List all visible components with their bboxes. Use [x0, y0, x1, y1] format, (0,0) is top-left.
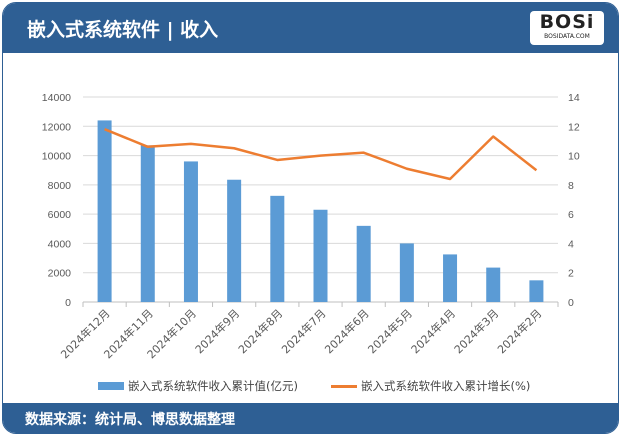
x-tick-label: 2024年2月: [494, 306, 544, 356]
page-title: 嵌入式系统软件 | 收入: [27, 19, 219, 41]
x-tick-label: 2024年7月: [278, 306, 328, 356]
y-right-tick-label: 4: [568, 238, 574, 250]
bar: [227, 179, 242, 302]
y-left-tick-label: 6000: [48, 209, 72, 221]
y-right-tick-label: 0: [568, 297, 574, 309]
growth-line: [104, 128, 538, 181]
y-right-tick-label: 6: [568, 209, 574, 221]
y-left-tick-label: 10000: [42, 151, 71, 163]
legend-item-line: 嵌入式系统软件收入累计增长(%): [331, 378, 530, 394]
y-left-tick-label: 2000: [48, 268, 72, 280]
x-tick-label: 2024年8月: [235, 306, 285, 356]
legend-swatch-line: [331, 384, 357, 388]
x-tick-label: 2024年4月: [408, 306, 458, 356]
y-left-tick-label: 8000: [48, 180, 72, 192]
y-right-tick-label: 2: [568, 268, 574, 280]
x-tick-label: 2024年6月: [322, 306, 372, 356]
y-left-tick-label: 0: [65, 297, 71, 309]
bar: [529, 280, 544, 302]
x-tick-label: 2024年3月: [451, 306, 501, 356]
y-right-tick-label: 8: [568, 180, 574, 192]
bar: [399, 243, 414, 302]
y-left-tick-label: 4000: [48, 238, 72, 250]
bar: [97, 120, 112, 302]
bosi-logo: BOSi BOSIDATA.COM: [530, 11, 604, 45]
data-source: 数据来源：统计局、博思数据整理: [25, 412, 235, 428]
y-left-tick-label: 14000: [42, 92, 71, 104]
bar: [183, 161, 198, 302]
legend-swatch-bar: [98, 382, 124, 390]
x-tick-label: 2024年5月: [365, 306, 415, 356]
footer-bar: 数据来源：统计局、博思数据整理: [3, 403, 618, 433]
x-tick-label: 2024年9月: [192, 306, 242, 356]
y-right-tick-label: 14: [568, 92, 580, 104]
header-bar: 嵌入式系统软件 | 收入 BOSi BOSIDATA.COM: [3, 3, 618, 53]
y-right-tick-label: 10: [568, 151, 580, 163]
legend-item-bar: 嵌入式系统软件收入累计值(亿元): [98, 378, 298, 394]
bar: [270, 195, 285, 302]
y-left-tick-label: 12000: [42, 121, 71, 133]
y-right-tick-label: 12: [568, 121, 580, 133]
bar: [486, 267, 501, 302]
bar: [313, 209, 328, 302]
bar: [140, 145, 155, 302]
bar: [356, 225, 371, 302]
bar: [443, 254, 458, 302]
